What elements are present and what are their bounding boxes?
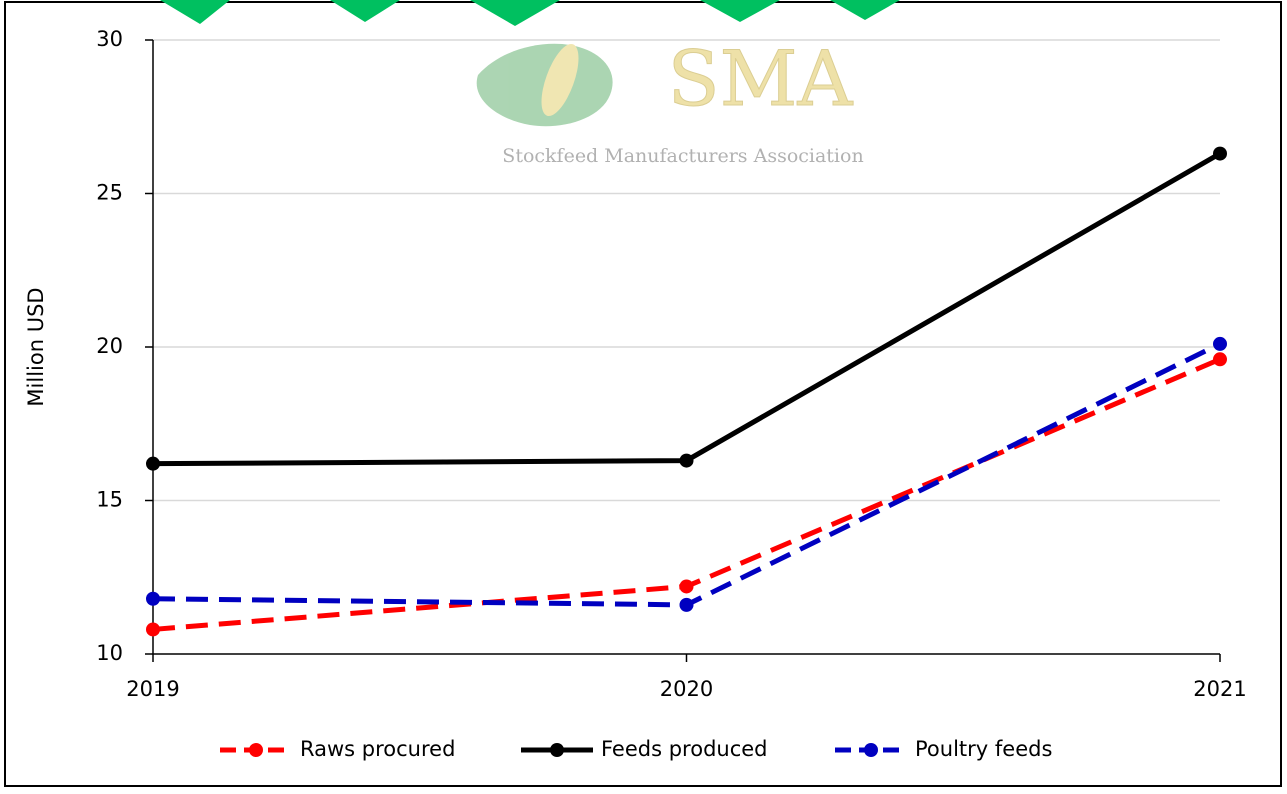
data-point bbox=[146, 591, 160, 606]
chart-frame bbox=[4, 1, 1282, 787]
y-tick-label: 10 bbox=[96, 641, 123, 665]
x-tick-label: 2020 bbox=[660, 677, 713, 701]
y-tick-label: 25 bbox=[96, 181, 123, 205]
legend-label: Poultry feeds bbox=[915, 737, 1052, 761]
data-point bbox=[679, 579, 694, 594]
data-point bbox=[1213, 336, 1227, 351]
top-decoration bbox=[160, 0, 900, 26]
y-axis-label: Million USD bbox=[24, 287, 48, 406]
data-point bbox=[146, 456, 160, 471]
y-tick-label: 30 bbox=[96, 27, 123, 51]
legend-marker bbox=[550, 743, 564, 757]
y-tick-label: 15 bbox=[96, 488, 123, 512]
data-point bbox=[1213, 352, 1227, 367]
legend-label: Feeds produced bbox=[601, 737, 768, 761]
watermark-subtitle: Stockfeed Manufacturers Association bbox=[502, 145, 863, 167]
watermark-logo: SMA Stockfeed Manufacturers Association bbox=[476, 34, 864, 167]
x-tick-label: 2019 bbox=[126, 677, 179, 701]
data-point bbox=[1213, 146, 1227, 161]
data-point bbox=[146, 622, 160, 637]
data-point bbox=[679, 597, 694, 612]
y-tick-label: 20 bbox=[96, 334, 123, 358]
legend-marker bbox=[864, 743, 878, 757]
watermark-title: SMA bbox=[668, 34, 854, 123]
legend-label: Raws procured bbox=[300, 737, 455, 761]
data-point bbox=[679, 453, 694, 468]
x-tick-label: 2021 bbox=[1193, 677, 1246, 701]
legend-marker bbox=[249, 743, 263, 757]
